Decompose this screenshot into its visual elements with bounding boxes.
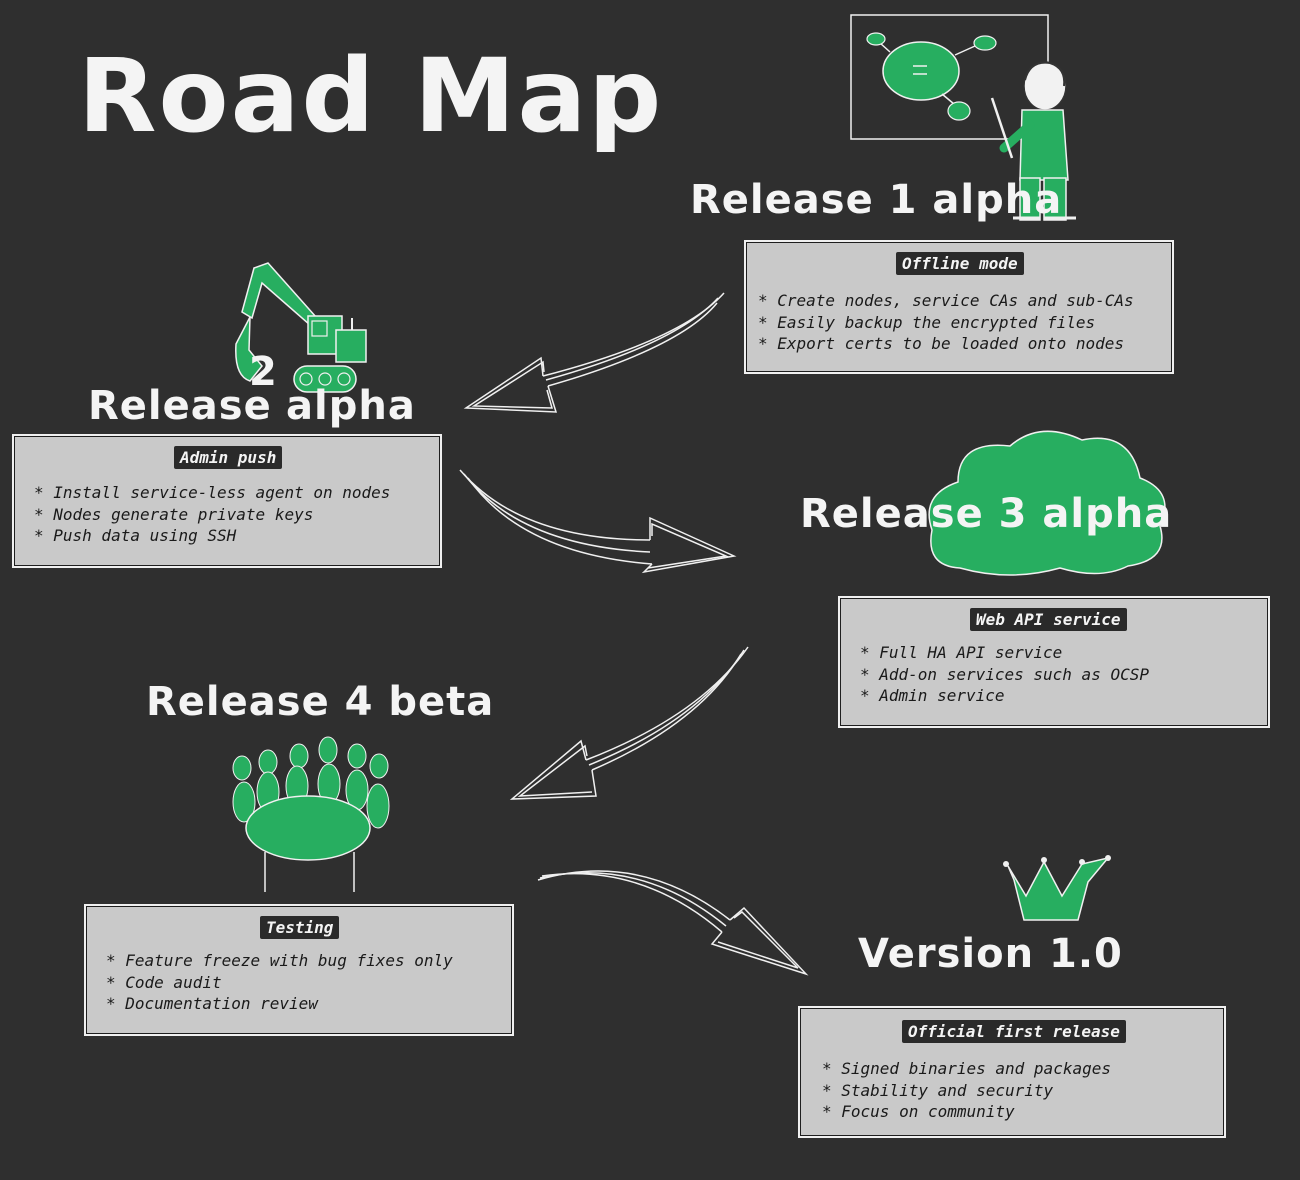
- list-item: Documentation review: [106, 993, 453, 1015]
- version-1-card: Official first release Signed binaries a…: [798, 1006, 1226, 1138]
- release-4-card: Testing Feature freeze with bug fixes on…: [84, 904, 514, 1036]
- list-item: Code audit: [106, 972, 453, 994]
- arrow-release1-to-release2: [463, 292, 725, 413]
- list-item: Create nodes, service CAs and sub-CAs: [758, 290, 1133, 312]
- list-item: Add-on services such as OCSP: [860, 664, 1149, 686]
- arrow-release3-to-release4: [509, 646, 749, 800]
- release-2-title-number: 2: [249, 349, 278, 395]
- arrow-release2-to-release3: [459, 469, 737, 574]
- release-2-title-suffix: alpha: [286, 383, 416, 429]
- list-item: Easily backup the encrypted files: [758, 312, 1134, 334]
- release-3-tag: Web API service: [970, 608, 1127, 631]
- meeting-table-icon: [232, 736, 390, 892]
- list-item: Admin service: [860, 685, 1149, 707]
- release-4-title: Release 4 beta: [146, 679, 495, 725]
- release-4-items: Feature freeze with bug fixes only Code …: [106, 950, 453, 1015]
- list-item: Export certs to be loaded onto nodes: [758, 333, 1134, 355]
- release-3-card: Web API service Full HA API service Add-…: [838, 596, 1270, 728]
- release-2-card: Admin push Install service-less agent on…: [12, 434, 442, 568]
- list-item: Feature freeze with bug fixes only: [106, 950, 453, 972]
- list-item: Stability and security: [822, 1080, 1111, 1102]
- version-1-title: Version 1.0: [858, 931, 1123, 977]
- cloud-icon: [928, 430, 1166, 576]
- release-3-title: Release 3 alpha: [800, 491, 1173, 537]
- excavator-icon: [235, 262, 367, 393]
- release-2-items: Install service-less agent on nodes Node…: [34, 482, 390, 547]
- release-4-tag: Testing: [260, 916, 340, 939]
- page-title: Road Map: [78, 37, 664, 156]
- release-3-items: Full HA API service Add-on services such…: [860, 642, 1149, 707]
- release-1-tag: Offline mode: [896, 252, 1024, 275]
- crown-icon: [1003, 855, 1111, 921]
- release-1-items: Create nodes, service CAs and sub-CAs Ea…: [758, 290, 1134, 355]
- list-item: Full HA API service: [860, 642, 1149, 664]
- release-1-title: Release 1 alpha: [690, 177, 1063, 223]
- list-item: Nodes generate private keys: [34, 504, 390, 526]
- release-1-card: Offline mode Create nodes, service CAs a…: [744, 240, 1174, 374]
- list-item: Signed binaries and packages: [822, 1058, 1111, 1080]
- version-1-items: Signed binaries and packages Stability a…: [822, 1058, 1111, 1123]
- list-item: Install service-less agent on nodes: [34, 482, 390, 504]
- list-item: Push data using SSH: [34, 525, 390, 547]
- presenter-whiteboard-icon: [850, 14, 1076, 221]
- release-2-title-prefix: Release: [88, 383, 272, 429]
- release-2-tag: Admin push: [174, 446, 283, 469]
- arrow-release4-to-version1: [537, 870, 809, 976]
- version-1-tag: Official first release: [902, 1020, 1126, 1043]
- list-item: Focus on community: [822, 1101, 1111, 1123]
